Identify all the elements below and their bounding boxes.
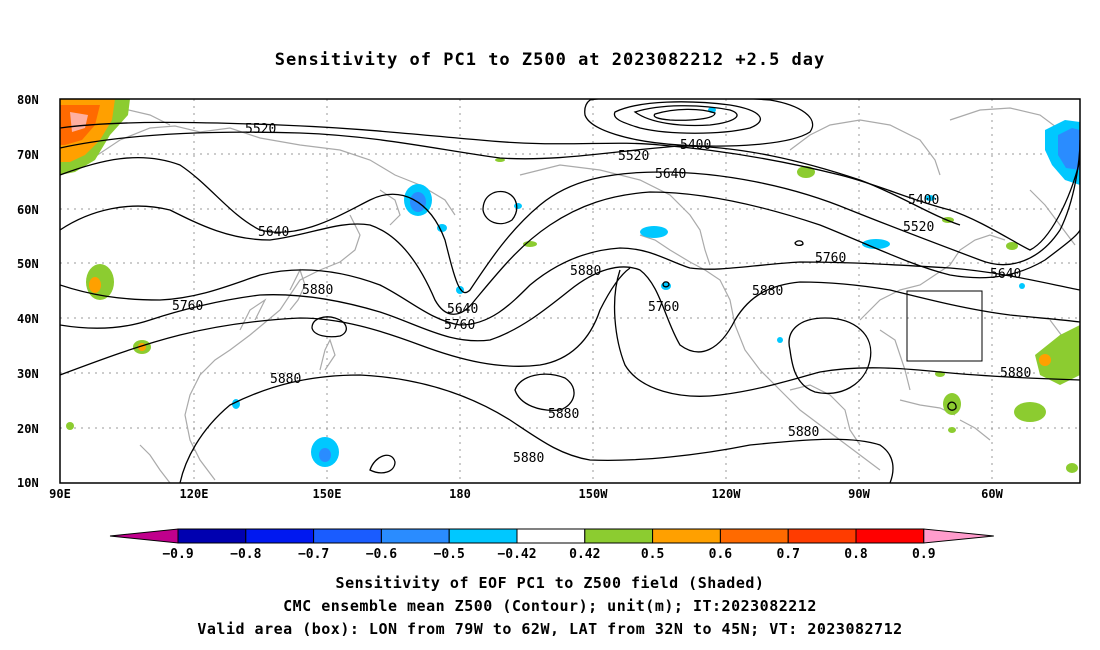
contour-label: 5880: [570, 264, 601, 279]
contour-label: 5880: [513, 451, 544, 466]
lon-label: 120W: [712, 487, 742, 501]
colorbar-swatch: [719, 528, 789, 544]
contour-label: 5760: [648, 300, 679, 315]
footer-line-2: CMC ensemble mean Z500 (Contour); unit(m…: [283, 597, 817, 615]
footer-line-1: Sensitivity of EOF PC1 to Z500 field (Sh…: [335, 574, 765, 592]
lon-label: 90W: [848, 487, 870, 501]
colorbar-min-arrow: [109, 528, 179, 544]
colorbar-swatch: [855, 528, 925, 544]
contour-label: 5880: [752, 284, 783, 299]
z500-contours: [60, 99, 1080, 483]
contour-label: 5880: [270, 372, 301, 387]
contour-label: 5760: [444, 318, 475, 333]
contour-label: 5880: [548, 407, 579, 422]
colorbar-tick-label: 0.5: [641, 547, 664, 562]
contour-label: 5640: [990, 267, 1021, 282]
lat-label: 70N: [17, 148, 39, 162]
contour-label: 5400: [680, 138, 711, 153]
colorbar-swatch: [313, 528, 382, 544]
sensitivity-shading: [60, 99, 1080, 473]
colorbar-tick-label: 0.9: [912, 547, 935, 562]
lat-label: 50N: [17, 257, 39, 271]
lat-label: 10N: [17, 476, 39, 490]
latitude-labels: 80N 70N 60N 50N 40N 30N 20N 10N: [17, 93, 39, 490]
colorbar: −0.9 −0.8 −0.7 −0.6 −0.5 −0.42 0.42 0.5 0.6 0.7 0.…: [109, 528, 994, 562]
contour-label: 5640: [655, 167, 686, 182]
colorbar-tick-label: 0.7: [776, 547, 799, 562]
map-area: 5520 5400 5520 5640 5400 5520 5640 5760 …: [60, 99, 1080, 483]
lon-label: 120E: [180, 487, 209, 501]
lat-label: 80N: [17, 93, 39, 107]
map-title: Sensitivity of PC1 to Z500 at 2023082212…: [274, 50, 826, 70]
colorbar-tick-label: 0.42: [569, 547, 600, 562]
lon-label: 90E: [49, 487, 71, 501]
longitude-labels: 90E 120E 150E 180 150W 120W 90W 60W: [49, 487, 1003, 501]
footer-line-3: Valid area (box): LON from 79W to 62W, L…: [197, 620, 903, 638]
lon-label: 150W: [579, 487, 609, 501]
contour-label: 5640: [447, 302, 478, 317]
lat-label: 30N: [17, 367, 39, 381]
colorbar-swatch: [177, 528, 247, 544]
contour-label: 5880: [1000, 366, 1031, 381]
lon-label: 60W: [981, 487, 1003, 501]
contour-label: 5520: [245, 122, 276, 137]
valid-area-box: [906, 290, 983, 362]
colorbar-swatch: [516, 528, 586, 544]
contour-label: 5400: [908, 193, 939, 208]
contour-label: 5520: [903, 220, 934, 235]
colorbar-tick-label: −0.6: [366, 547, 397, 562]
colorbar-tick-label: −0.8: [230, 547, 261, 562]
contour-label: 5880: [788, 425, 819, 440]
colorbar-tick-label: 0.6: [709, 547, 733, 562]
lat-label: 60N: [17, 203, 39, 217]
contour-label: 5880: [302, 283, 333, 298]
colorbar-tick-label: 0.8: [844, 547, 868, 562]
colorbar-tick-label: −0.5: [434, 547, 465, 562]
colorbar-swatch: [245, 528, 315, 544]
contour-label: 5640: [258, 225, 289, 240]
lat-label: 40N: [17, 312, 39, 326]
colorbar-swatch: [380, 528, 450, 544]
colorbar-swatch: [652, 528, 721, 544]
colorbar-swatch: [448, 528, 518, 544]
lon-label: 180: [449, 487, 471, 501]
colorbar-tick-label: −0.42: [497, 547, 536, 562]
colorbar-swatch: [584, 528, 654, 544]
colorbar-max-arrow: [923, 528, 994, 544]
colorbar-swatch: [787, 528, 857, 544]
contour-label: 5760: [815, 251, 846, 266]
contour-labels: 5520 5400 5520 5640 5400 5520 5640 5760 …: [172, 122, 1031, 466]
map-frame: [59, 98, 1081, 484]
contour-label: 5520: [618, 149, 649, 164]
colorbar-tick-label: −0.7: [298, 547, 329, 562]
lon-label: 150E: [313, 487, 342, 501]
colorbar-tick-label: −0.9: [162, 547, 193, 562]
contour-label: 5760: [172, 299, 203, 314]
lat-label: 20N: [17, 422, 39, 436]
coastlines: [60, 107, 1080, 483]
